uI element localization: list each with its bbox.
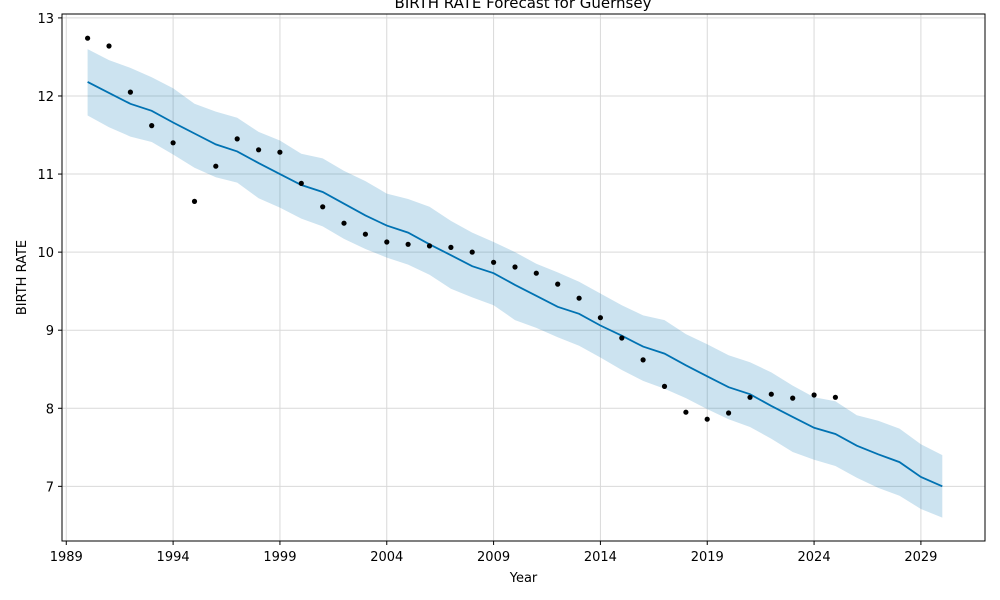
y-axis-title: BIRTH RATE: [15, 240, 30, 315]
uncertainty-interval: [87, 49, 943, 518]
observed-point: [576, 295, 582, 301]
y-tick-label: 10: [37, 246, 54, 261]
observed-point: [555, 281, 561, 287]
observed-point: [320, 204, 326, 210]
y-tick-label: 8: [46, 402, 54, 417]
observed-point: [426, 243, 433, 249]
observed-point: [661, 383, 668, 389]
observed-point: [298, 180, 304, 186]
observed-point: [341, 220, 347, 226]
observed-point: [704, 416, 710, 422]
observed-point: [619, 335, 625, 341]
observed-point: [747, 394, 753, 400]
observed-point: [640, 357, 646, 363]
x-tick-label: 1989: [50, 550, 83, 565]
observed-point: [832, 394, 839, 400]
y-tick-label: 12: [37, 90, 54, 105]
observed-point: [448, 244, 454, 250]
observed-point: [491, 259, 497, 265]
observed-point: [597, 315, 604, 321]
observed-point: [512, 264, 518, 270]
observed-point: [768, 391, 774, 397]
x-tick-label: 2004: [370, 550, 403, 565]
observed-point: [170, 140, 176, 146]
y-tick-label: 13: [37, 12, 54, 27]
observed-point: [683, 409, 689, 415]
observed-point: [234, 136, 240, 142]
x-tick-label: 1999: [263, 550, 296, 565]
observed-point: [149, 123, 155, 129]
x-tick-label: 2014: [584, 550, 617, 565]
observed-point: [213, 163, 219, 169]
observed-point: [256, 147, 262, 153]
observed-point: [726, 410, 732, 416]
observed-point: [191, 198, 198, 204]
observed-point: [405, 241, 411, 247]
x-axis-title: Year: [509, 571, 538, 586]
chart-title: BIRTH RATE Forecast for Guernsey: [395, 0, 652, 12]
observed-point: [811, 392, 817, 398]
observed-point: [384, 239, 390, 245]
forecast-line: [87, 81, 943, 488]
x-tick-label: 2009: [477, 550, 510, 565]
observed-point: [277, 149, 283, 155]
forecast-interval-band: [87, 49, 943, 518]
x-tick-label: 2024: [798, 550, 831, 565]
axis-ticks: 1989 1994 1999 2004 2009 2014 2019 2024 2029 7 8 9 1…: [37, 12, 937, 565]
plot-area-frame: [61, 13, 986, 542]
x-tick-label: 2029: [904, 550, 937, 565]
x-tick-label: 2019: [691, 550, 724, 565]
observed-point: [790, 395, 796, 401]
observed-point: [127, 89, 133, 95]
y-tick-label: 9: [46, 324, 54, 339]
x-tick-label: 1994: [157, 550, 190, 565]
observed-point: [362, 231, 368, 237]
observed-series: [85, 35, 839, 422]
y-tick-label: 11: [37, 168, 54, 183]
y-tick-label: 7: [46, 480, 54, 495]
observed-point: [469, 249, 475, 255]
observed-point: [106, 43, 112, 49]
forecast-series: [87, 81, 943, 488]
grid-lines: [62, 14, 985, 541]
observed-point: [85, 35, 91, 41]
observed-point: [533, 270, 539, 276]
